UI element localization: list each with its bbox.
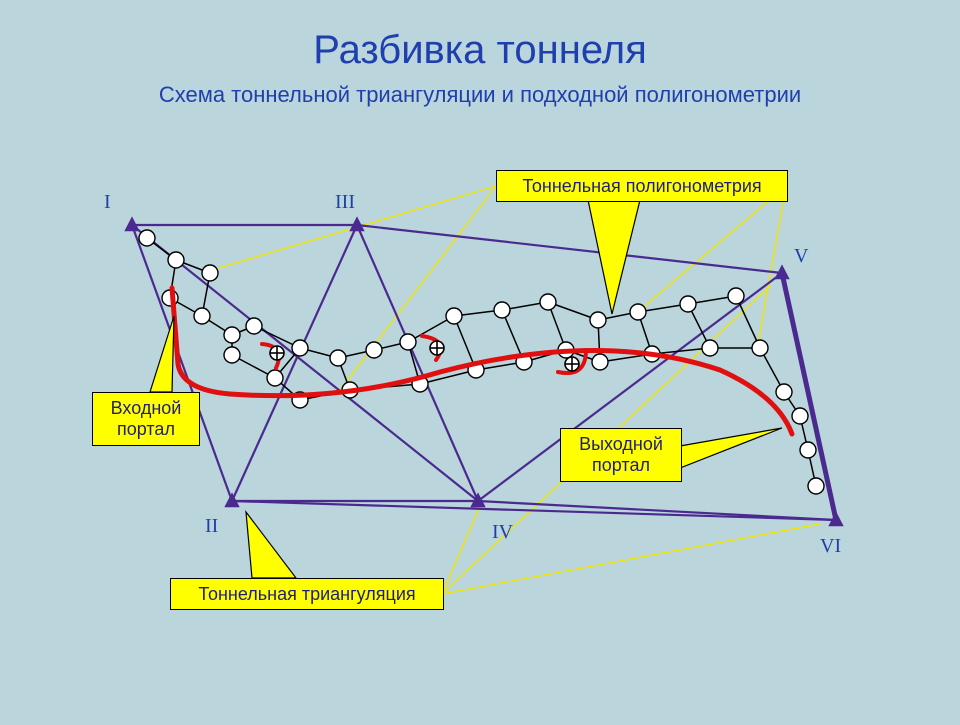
vertex-label: II (205, 515, 218, 537)
title-sub: Схема тоннельной триангуляции и подходно… (0, 82, 960, 108)
diagram-svg: IIIIIIIVVVI (0, 0, 960, 720)
callout-wedge (246, 512, 296, 578)
vertex-label: VI (820, 535, 841, 557)
polygonometry-node (776, 384, 792, 400)
polygonometry-node (752, 340, 768, 356)
polygonometry-node (592, 354, 608, 370)
polygonometry-node (400, 334, 416, 350)
vertex-label: I (104, 191, 111, 213)
polygonometry-node (494, 302, 510, 318)
diagram-stage: IIIIIIIVVVI Разбивка тоннеля Схема тонне… (0, 0, 960, 720)
triangulation-vertex (224, 492, 239, 507)
callout-wedge (150, 316, 174, 392)
callout-pointer (442, 506, 480, 594)
polygonometry-node (630, 304, 646, 320)
callout-out: Выходной портал (560, 428, 682, 482)
tunnel-axis (172, 288, 792, 434)
vertex-label: V (794, 245, 809, 267)
polygonometry-node (168, 252, 184, 268)
polygonometry-node (446, 308, 462, 324)
polygonometry-node (202, 265, 218, 281)
polygonometry-node (590, 312, 606, 328)
polygonometry-node (267, 370, 283, 386)
vertex-label: III (335, 191, 355, 213)
callout-pointer (340, 186, 496, 390)
polygonometry-node (800, 442, 816, 458)
vertex-label: IV (492, 521, 514, 543)
polygonometry-node (366, 342, 382, 358)
title-main: Разбивка тоннеля (0, 28, 960, 73)
triangulation-vertex (470, 492, 485, 507)
polygonometry-node (728, 288, 744, 304)
polygonometry-node (330, 350, 346, 366)
callout-poly: Тоннельная полигонометрия (496, 170, 788, 202)
triangulation-vertex (124, 216, 139, 231)
polygonometry-node (792, 408, 808, 424)
polygonometry-node (246, 318, 262, 334)
callout-in: Входной портал (92, 392, 200, 446)
polygonometry-node (139, 230, 155, 246)
polygonometry-node (224, 327, 240, 343)
polygonometry-node (224, 347, 240, 363)
polygonometry-node (702, 340, 718, 356)
polygonometry-node (808, 478, 824, 494)
triangulation-vertex (349, 216, 364, 231)
polygonometry-node (292, 340, 308, 356)
triangulation-edge (132, 225, 478, 501)
polygonometry-node (680, 296, 696, 312)
callout-tri: Тоннельная триангуляция (170, 578, 444, 610)
polygonometry-node (194, 308, 210, 324)
callout-wedge (680, 428, 782, 468)
triangulation-edge (357, 225, 478, 501)
triangulation-edge (357, 225, 782, 273)
triangulation-edge (132, 225, 232, 501)
polygonometry-node (540, 294, 556, 310)
